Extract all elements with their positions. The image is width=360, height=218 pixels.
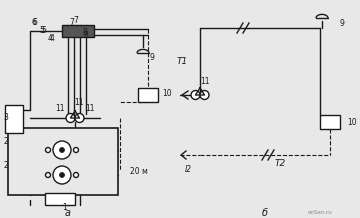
Circle shape (66, 114, 75, 123)
Text: б: б (262, 208, 268, 218)
Circle shape (59, 148, 64, 153)
Text: 11: 11 (55, 104, 65, 112)
Circle shape (200, 90, 209, 99)
Circle shape (59, 172, 64, 177)
Text: 11: 11 (74, 97, 84, 107)
Text: T2: T2 (274, 158, 285, 167)
Circle shape (45, 172, 50, 177)
Circle shape (73, 148, 78, 153)
Circle shape (45, 148, 50, 153)
Text: а: а (65, 208, 71, 218)
Circle shape (53, 141, 71, 159)
Text: 2: 2 (4, 138, 8, 146)
Text: 9: 9 (339, 19, 345, 27)
Bar (320, 115, 340, 129)
Text: 4: 4 (50, 34, 54, 43)
Text: T1: T1 (176, 56, 188, 65)
Text: l2: l2 (185, 165, 192, 174)
Text: 9: 9 (149, 53, 154, 61)
Text: onSen.ru: onSen.ru (308, 211, 332, 216)
Bar (62, 25, 94, 37)
Text: 11: 11 (85, 104, 95, 112)
Text: 6: 6 (32, 17, 36, 27)
Text: 7: 7 (69, 17, 75, 27)
Text: 10: 10 (162, 89, 172, 97)
Text: 11: 11 (200, 77, 210, 85)
Text: 3: 3 (3, 112, 8, 121)
Text: 8: 8 (84, 31, 88, 39)
Circle shape (73, 172, 78, 177)
Bar (45, 193, 75, 205)
Text: 10: 10 (347, 118, 357, 126)
Text: 6: 6 (32, 17, 37, 27)
Bar (138, 88, 158, 102)
Text: 8: 8 (83, 27, 87, 36)
Text: 5: 5 (40, 26, 44, 34)
Circle shape (53, 166, 71, 184)
Text: 7: 7 (73, 15, 78, 24)
Circle shape (75, 114, 84, 123)
Bar (8, 128, 118, 195)
Text: 2: 2 (4, 160, 8, 170)
Text: 20 м: 20 м (130, 167, 148, 175)
Text: 5: 5 (41, 26, 46, 34)
Text: 1: 1 (63, 203, 67, 213)
Text: 4: 4 (48, 34, 53, 43)
Circle shape (191, 90, 200, 99)
Bar (5, 105, 23, 133)
